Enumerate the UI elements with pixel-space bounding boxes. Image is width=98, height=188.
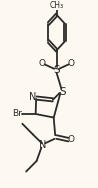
Text: N: N [39,140,46,150]
Text: Br: Br [12,109,22,118]
Text: S: S [53,65,60,75]
Text: N: N [29,92,37,102]
Text: S: S [59,87,66,97]
Text: O: O [39,59,46,68]
Text: CH₃: CH₃ [50,1,64,10]
Text: O: O [67,59,74,68]
Text: O: O [68,135,75,144]
